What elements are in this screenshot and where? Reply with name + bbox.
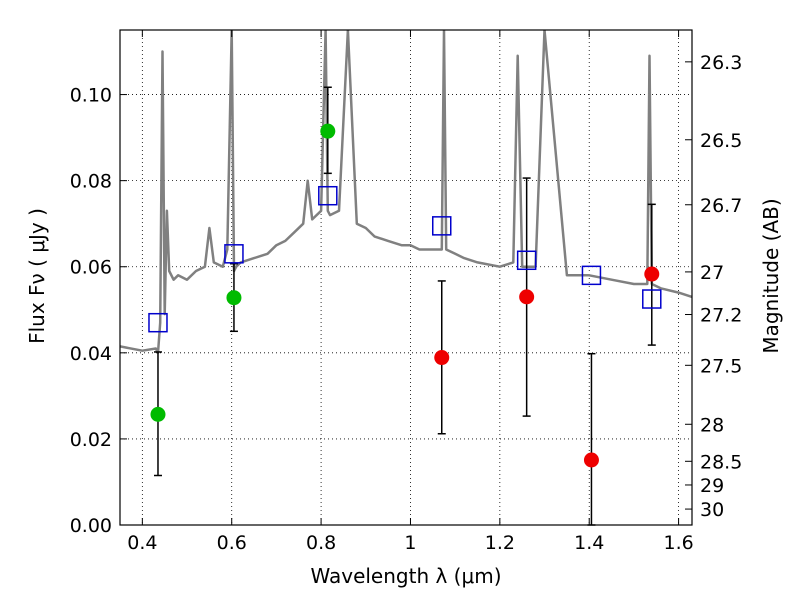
x-tick-label: 1 xyxy=(404,532,416,554)
model-photometry-square xyxy=(642,289,662,309)
right-tick-label: 26.3 xyxy=(700,52,742,74)
right-tick-label: 30 xyxy=(700,499,724,521)
model-photometry-square xyxy=(224,244,244,264)
x-tick-label: 1.4 xyxy=(574,532,604,554)
observed-point xyxy=(320,123,336,139)
y-tick-label: 0.10 xyxy=(70,85,112,107)
right-tick-label: 27.5 xyxy=(700,355,742,377)
x-axis-ticks: 0.4 0.6 0.8 1 1.2 1.4 1.6 xyxy=(127,30,694,554)
model-photometry-square xyxy=(318,185,338,206)
right-tick-label: 26.5 xyxy=(700,130,742,152)
x-tick-label: 0.4 xyxy=(127,532,157,554)
right-tick-label: 28.5 xyxy=(700,451,742,473)
y-axis-ticks: 0.00 0.02 0.04 0.06 0.08 0.10 xyxy=(70,85,127,537)
right-tick-label: 28 xyxy=(700,414,724,436)
observed-point xyxy=(519,289,535,305)
right-tick-label: 27.2 xyxy=(700,305,742,327)
y-tick-label: 0.08 xyxy=(70,171,112,193)
plot-frame xyxy=(119,29,693,526)
observed-point xyxy=(226,290,242,306)
x-axis-title: Wavelength λ (μm) xyxy=(310,564,501,588)
model-photometry-square xyxy=(516,250,537,271)
model-photometry-square xyxy=(432,216,452,236)
observed-point xyxy=(150,406,166,422)
y-tick-label: 0.04 xyxy=(70,343,112,365)
model-photometry-square xyxy=(581,265,602,286)
y-tick-label: 0.06 xyxy=(70,257,112,279)
y-tick-label: 0.00 xyxy=(70,515,112,537)
x-tick-label: 0.8 xyxy=(306,532,336,554)
observed-point xyxy=(583,452,599,468)
x-tick-label: 1.6 xyxy=(663,532,693,554)
right-axis-title: Magnitude (AB) xyxy=(759,198,783,353)
y-axis-title: Flux Fν ( μJy ) xyxy=(25,208,49,344)
right-tick-label: 26.7 xyxy=(700,195,742,217)
spectrum-series xyxy=(120,30,692,355)
right-tick-label: 29 xyxy=(700,475,724,497)
markers xyxy=(148,123,662,468)
observed-point xyxy=(434,350,450,366)
spectrum-line xyxy=(120,30,692,355)
x-tick-label: 1.2 xyxy=(485,532,515,554)
right-tick-label: 27 xyxy=(700,262,724,284)
observed-point xyxy=(644,266,660,282)
x-tick-label: 0.6 xyxy=(217,532,247,554)
model-photometry-square xyxy=(148,312,168,333)
y-tick-label: 0.02 xyxy=(70,429,112,451)
